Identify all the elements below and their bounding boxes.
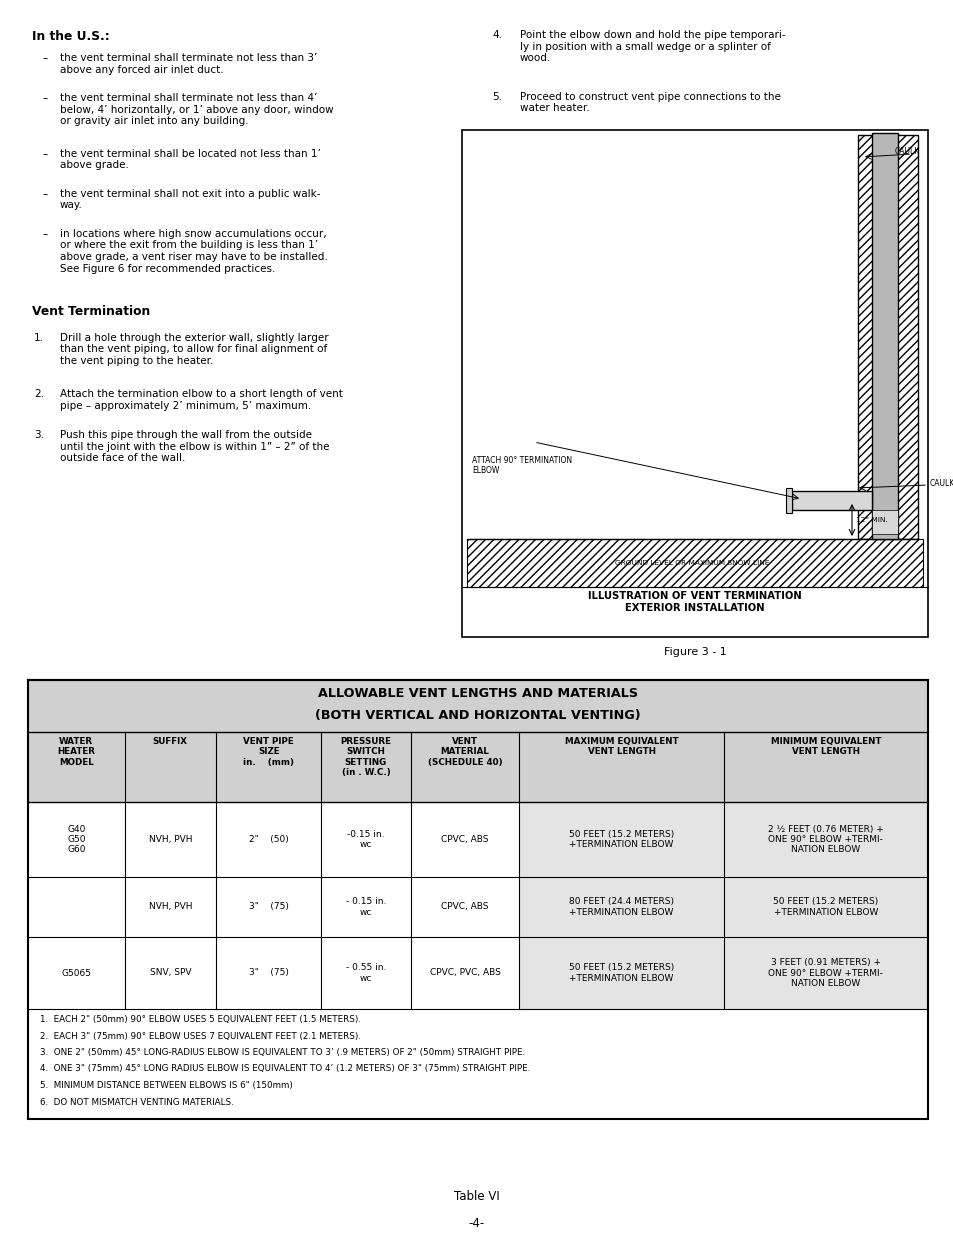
Text: 2"    (50): 2" (50) xyxy=(249,835,289,844)
Text: Push this pipe through the wall from the outside
until the joint with the elbow : Push this pipe through the wall from the… xyxy=(60,430,329,463)
Text: the vent terminal shall be located not less than 1’
above grade.: the vent terminal shall be located not l… xyxy=(60,148,320,170)
Text: –: – xyxy=(42,53,48,63)
Text: VENT PIPE
SIZE
in.    (mm): VENT PIPE SIZE in. (mm) xyxy=(243,737,294,767)
Bar xyxy=(461,130,927,637)
Text: 5.  MINIMUM DISTANCE BETWEEN ELBOWS IS 6" (150mm): 5. MINIMUM DISTANCE BETWEEN ELBOWS IS 6"… xyxy=(40,1081,293,1091)
Text: MAXIMUM EQUIVALENT
VENT LENGTH: MAXIMUM EQUIVALENT VENT LENGTH xyxy=(564,737,678,756)
Bar xyxy=(28,802,927,877)
Bar xyxy=(871,133,897,538)
Bar xyxy=(28,680,927,1119)
Bar xyxy=(519,937,927,1009)
Text: 50 FEET (15.2 METERS)
+TERMINATION ELBOW: 50 FEET (15.2 METERS) +TERMINATION ELBOW xyxy=(568,830,674,850)
Text: 12" MIN.: 12" MIN. xyxy=(855,517,887,522)
Text: the vent terminal shall terminate not less than 3’
above any forced air inlet du: the vent terminal shall terminate not le… xyxy=(60,53,317,75)
Text: -4-: -4- xyxy=(468,1216,485,1230)
Bar xyxy=(28,680,927,732)
Bar xyxy=(467,538,923,587)
Bar xyxy=(857,135,917,538)
Text: VENT
MATERIAL
(SCHEDULE 40): VENT MATERIAL (SCHEDULE 40) xyxy=(427,737,502,767)
Text: ILLUSTRATION OF VENT TERMINATION
EXTERIOR INSTALLATION: ILLUSTRATION OF VENT TERMINATION EXTERIO… xyxy=(587,592,801,613)
Text: 3 FEET (0.91 METERS) +
ONE 90° ELBOW +TERMI-
NATION ELBOW: 3 FEET (0.91 METERS) + ONE 90° ELBOW +TE… xyxy=(767,958,882,988)
Text: Table VI: Table VI xyxy=(454,1191,499,1203)
Text: 50 FEET (15.2 METERS)
+TERMINATION ELBOW: 50 FEET (15.2 METERS) +TERMINATION ELBOW xyxy=(568,963,674,983)
Text: - 0.15 in.
wc: - 0.15 in. wc xyxy=(345,898,386,916)
Text: 2.  EACH 3" (75mm) 90° ELBOW USES 7 EQUIVALENT FEET (2.1 METERS).: 2. EACH 3" (75mm) 90° ELBOW USES 7 EQUIV… xyxy=(40,1031,360,1041)
Text: NVH, PVH: NVH, PVH xyxy=(149,903,192,911)
Text: - 0.55 in.
wc: - 0.55 in. wc xyxy=(345,963,386,983)
Bar xyxy=(519,802,927,877)
Text: -0.15 in.
wc: -0.15 in. wc xyxy=(347,830,384,850)
Text: 5.: 5. xyxy=(492,91,501,101)
Text: CAULK: CAULK xyxy=(929,478,953,488)
Text: MINIMUM EQUIVALENT
VENT LENGTH: MINIMUM EQUIVALENT VENT LENGTH xyxy=(770,737,881,756)
Text: CPVC, ABS: CPVC, ABS xyxy=(441,835,488,844)
Text: 3"    (75): 3" (75) xyxy=(249,968,289,977)
Text: 3"    (75): 3" (75) xyxy=(249,903,289,911)
Text: SUFFIX: SUFFIX xyxy=(152,737,188,746)
Text: PRESSURE
SWITCH
SETTING
(in . W.C.): PRESSURE SWITCH SETTING (in . W.C.) xyxy=(340,737,391,777)
Text: (BOTH VERTICAL AND HORIZONTAL VENTING): (BOTH VERTICAL AND HORIZONTAL VENTING) xyxy=(314,709,640,722)
Text: In the U.S.:: In the U.S.: xyxy=(32,30,110,43)
Text: ATTACH 90° TERMINATION
ELBOW: ATTACH 90° TERMINATION ELBOW xyxy=(472,456,572,475)
Text: G5065: G5065 xyxy=(61,968,91,977)
Text: Vent Termination: Vent Termination xyxy=(32,305,150,317)
Text: 4.: 4. xyxy=(492,30,501,40)
Text: 2.: 2. xyxy=(34,389,44,399)
Text: NVH, PVH: NVH, PVH xyxy=(149,835,192,844)
Text: Figure 3 - 1: Figure 3 - 1 xyxy=(663,647,725,657)
Text: 6.  DO NOT MISMATCH VENTING MATERIALS.: 6. DO NOT MISMATCH VENTING MATERIALS. xyxy=(40,1098,233,1107)
Text: 80 FEET (24.4 METERS)
+TERMINATION ELBOW: 80 FEET (24.4 METERS) +TERMINATION ELBOW xyxy=(569,898,674,916)
Text: GROUND LEVEL OR MAXIMUM SNOW LINE: GROUND LEVEL OR MAXIMUM SNOW LINE xyxy=(615,559,769,566)
Text: WATER
HEATER
MODEL: WATER HEATER MODEL xyxy=(57,737,95,767)
Text: Point the elbow down and hold the pipe temporari-
ly in position with a small we: Point the elbow down and hold the pipe t… xyxy=(519,30,785,63)
Text: 4.  ONE 3" (75mm) 45° LONG RADIUS ELBOW IS EQUIVALENT TO 4’ (1.2 METERS) OF 3" (: 4. ONE 3" (75mm) 45° LONG RADIUS ELBOW I… xyxy=(40,1065,530,1073)
Text: Drill a hole through the exterior wall, slightly larger
than the vent piping, to: Drill a hole through the exterior wall, … xyxy=(60,332,328,366)
Text: G40
G50
G60: G40 G50 G60 xyxy=(67,825,86,855)
Text: –: – xyxy=(42,94,48,104)
Text: 2 ½ FEET (0.76 METER) +
ONE 90° ELBOW +TERMI-
NATION ELBOW: 2 ½ FEET (0.76 METER) + ONE 90° ELBOW +T… xyxy=(767,825,882,855)
Text: 1.: 1. xyxy=(34,332,44,342)
Text: CPVC, PVC, ABS: CPVC, PVC, ABS xyxy=(429,968,500,977)
Bar xyxy=(519,877,927,937)
Text: –: – xyxy=(42,228,48,238)
Text: SNV, SPV: SNV, SPV xyxy=(150,968,191,977)
Text: in locations where high snow accumulations occur,
or where the exit from the bui: in locations where high snow accumulatio… xyxy=(60,228,328,273)
Text: 1.  EACH 2" (50mm) 90° ELBOW USES 5 EQUIVALENT FEET (1.5 METERS).: 1. EACH 2" (50mm) 90° ELBOW USES 5 EQUIV… xyxy=(40,1015,360,1024)
Bar xyxy=(28,732,927,802)
Text: Proceed to construct vent pipe connections to the
water heater.: Proceed to construct vent pipe connectio… xyxy=(519,91,781,114)
Bar xyxy=(28,937,927,1009)
Text: –: – xyxy=(42,189,48,199)
Text: the vent terminal shall terminate not less than 4’
below, 4’ horizontally, or 1’: the vent terminal shall terminate not le… xyxy=(60,94,334,126)
Text: 50 FEET (15.2 METERS)
+TERMINATION ELBOW: 50 FEET (15.2 METERS) +TERMINATION ELBOW xyxy=(773,898,878,916)
Text: –: – xyxy=(42,148,48,159)
Bar xyxy=(791,492,871,510)
Bar xyxy=(28,877,927,937)
Text: CAULK: CAULK xyxy=(894,147,919,157)
Text: CPVC, ABS: CPVC, ABS xyxy=(441,903,488,911)
Bar xyxy=(871,510,897,534)
Text: Attach the termination elbow to a short length of vent
pipe – approximately 2’ m: Attach the termination elbow to a short … xyxy=(60,389,342,411)
Text: 3.  ONE 2" (50mm) 45° LONG-RADIUS ELBOW IS EQUIVALENT TO 3’ (.9 METERS) OF 2" (5: 3. ONE 2" (50mm) 45° LONG-RADIUS ELBOW I… xyxy=(40,1049,524,1057)
Text: ALLOWABLE VENT LENGTHS AND MATERIALS: ALLOWABLE VENT LENGTHS AND MATERIALS xyxy=(317,687,638,700)
Bar xyxy=(785,489,791,514)
Text: the vent terminal shall not exit into a public walk-
way.: the vent terminal shall not exit into a … xyxy=(60,189,320,210)
Text: 3.: 3. xyxy=(34,430,44,440)
